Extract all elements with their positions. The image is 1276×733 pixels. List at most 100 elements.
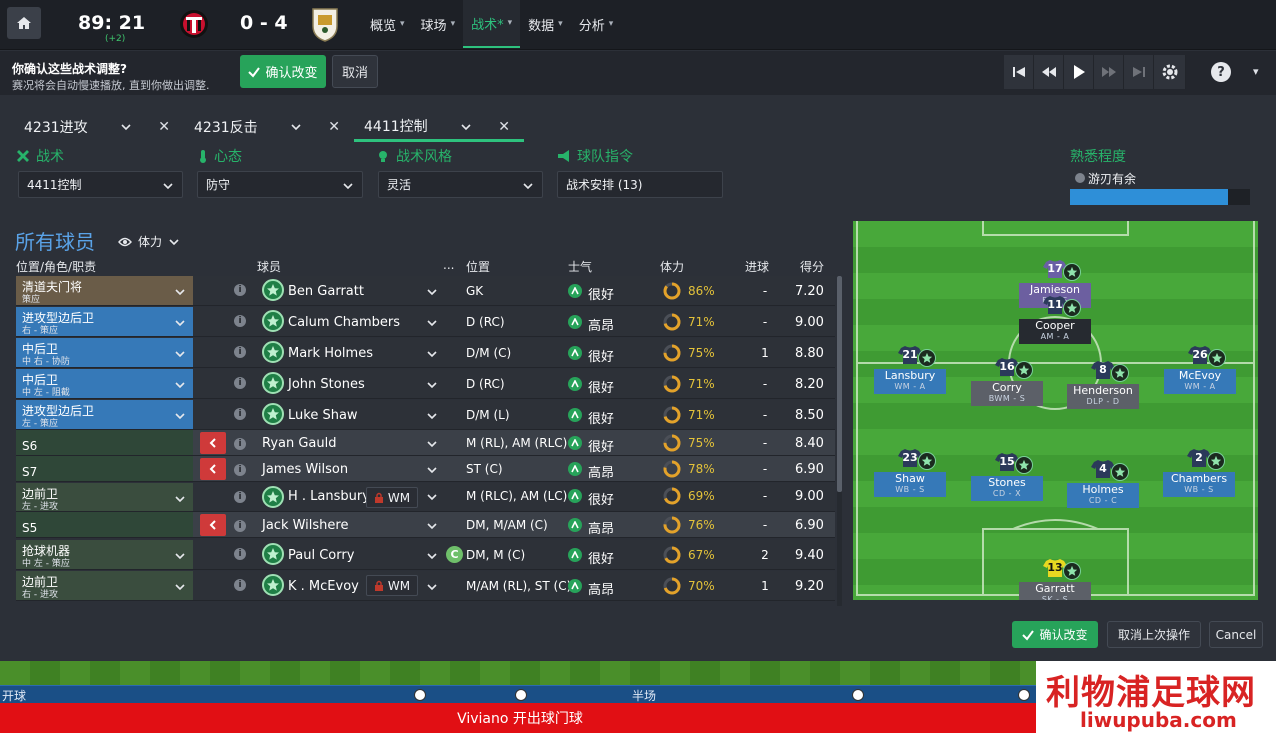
info-icon[interactable]: i (234, 464, 246, 476)
info-icon[interactable]: i (234, 520, 246, 532)
chevron-down-icon[interactable] (174, 550, 186, 566)
role-selector[interactable]: 进攻型边后卫右 - 策应 (16, 307, 193, 336)
player-name[interactable]: Calum Chambers (288, 315, 401, 330)
chevron-down-icon[interactable]: ▾ (1253, 65, 1259, 78)
bottom-cancel-button[interactable]: Cancel (1209, 621, 1263, 648)
skip-to-start-button[interactable] (1004, 55, 1034, 89)
nav-stats[interactable]: 数据 ▾ (528, 18, 563, 34)
pitch-player[interactable]: 23 Shaw WB - S (870, 448, 950, 497)
player-name[interactable]: Ben Garratt (288, 284, 364, 299)
info-icon[interactable]: i (234, 284, 246, 296)
chevron-down-icon[interactable] (426, 550, 438, 566)
team-instructions-button[interactable]: 战术安排 (13) (557, 171, 723, 198)
role-selector[interactable]: S6 (16, 430, 193, 455)
rewind-button[interactable] (1034, 55, 1064, 89)
mentality-select[interactable]: 防守 (197, 171, 363, 198)
chevron-down-icon[interactable] (174, 379, 186, 395)
chevron-down-icon[interactable] (426, 438, 438, 454)
home-button[interactable] (7, 7, 41, 39)
role-selector[interactable]: 中后卫中 左 - 阻截 (16, 369, 193, 398)
player-name[interactable]: Paul Corry (288, 548, 355, 563)
role-selector[interactable]: 边前卫左 - 进攻 (16, 483, 193, 512)
chevron-down-icon[interactable] (426, 379, 438, 395)
view-selector[interactable]: 体力 (118, 233, 180, 250)
role-selector[interactable]: 抢球机器中 左 - 策应 (16, 540, 193, 569)
substitute-button[interactable] (200, 432, 226, 454)
nav-analysis[interactable]: 分析 ▾ (578, 18, 614, 34)
nav-tactics[interactable]: 战术* ▾ (463, 0, 521, 48)
cancel-button[interactable]: 取消 (332, 55, 378, 88)
substitute-button[interactable] (200, 514, 226, 536)
info-icon[interactable]: i (234, 408, 246, 420)
info-icon[interactable]: i (234, 438, 246, 450)
chevron-down-icon[interactable] (426, 348, 438, 364)
settings-button[interactable] (1154, 55, 1186, 89)
chevron-down-icon[interactable] (426, 581, 438, 597)
chevron-down-icon[interactable] (174, 493, 186, 509)
header-morale[interactable]: 士气 (568, 260, 593, 274)
table-row[interactable]: 抢球机器中 左 - 策应 i Paul Corry C DM, M (C) 很好 67% 2 9… (16, 540, 835, 570)
info-icon[interactable]: i (234, 491, 246, 503)
table-row[interactable]: 中后卫中 右 - 协防 i Mark Holmes D/M (C) 很好 75% 1 8.80 (16, 338, 835, 368)
header-goals[interactable]: 进球 (745, 260, 770, 274)
role-selector[interactable]: 进攻型边后卫左 - 策应 (16, 400, 193, 429)
table-row[interactable]: 边前卫左 - 进攻 i H . Lansbury WM M (RLC), AM (LC)… (16, 483, 835, 512)
chevron-down-icon[interactable] (426, 520, 438, 536)
table-row[interactable]: S7 i James Wilson ST (C) 高昂 78% - 6.90 (16, 456, 835, 482)
role-lock-tag[interactable]: WM (366, 575, 418, 596)
pitch-player[interactable]: 13 Garratt SK - S (1015, 558, 1095, 600)
undo-button[interactable]: 取消上次操作 (1107, 621, 1201, 648)
player-name[interactable]: James Wilson (262, 462, 349, 477)
player-name[interactable]: H . Lansbury (288, 489, 370, 504)
tab-tactic-1[interactable]: 4231进攻 ✕ (24, 119, 170, 136)
chevron-down-icon[interactable] (426, 410, 438, 426)
tab-tactic-3[interactable]: 4411控制 ✕ (354, 112, 524, 142)
pitch-player[interactable]: 2 Chambers WB - S (1159, 448, 1239, 497)
info-icon[interactable]: i (234, 377, 246, 389)
match-timeline[interactable]: 开球 半场 (0, 685, 1040, 703)
goal-ball-icon[interactable] (852, 689, 864, 701)
header-role[interactable]: 位置/角色/职责 (16, 260, 97, 274)
chevron-down-icon[interactable] (290, 121, 302, 133)
play-button[interactable] (1064, 55, 1094, 89)
table-row[interactable]: 清道夫门将 策应 i Ben Garratt GK 很好 86% - 7.20 (16, 276, 835, 306)
nav-overview[interactable]: 概览 ▾ (370, 18, 405, 34)
chevron-down-icon[interactable] (174, 317, 186, 333)
player-name[interactable]: Ryan Gauld (262, 436, 337, 451)
goal-ball-icon[interactable] (414, 689, 426, 701)
tactic-select[interactable]: 4411控制 (18, 171, 183, 198)
info-icon[interactable]: i (234, 346, 246, 358)
close-icon[interactable]: ✕ (328, 119, 340, 135)
pitch-player[interactable]: 21 Lansbury WM - A (870, 345, 950, 394)
role-selector[interactable]: 中后卫中 右 - 协防 (16, 338, 193, 367)
style-select[interactable]: 灵活 (378, 171, 543, 198)
table-row[interactable]: 进攻型边后卫左 - 策应 i Luke Shaw D/M (L) 很好 71% - 8.50 (16, 400, 835, 430)
chevron-down-icon[interactable] (174, 348, 186, 364)
chevron-down-icon[interactable] (426, 464, 438, 480)
header-rating[interactable]: 得分 (800, 260, 825, 274)
role-selector[interactable]: 清道夫门将 策应 (16, 276, 193, 305)
fast-forward-button[interactable] (1094, 55, 1124, 89)
goal-ball-icon[interactable] (1018, 689, 1030, 701)
role-selector[interactable]: S5 (16, 512, 193, 537)
table-row[interactable]: 边前卫右 - 进攻 i K . McEvoy WM M/AM (RL), ST (C) 高… (16, 571, 835, 601)
header-more[interactable]: ... (443, 258, 455, 272)
table-row[interactable]: S6 i Ryan Gauld M (RL), AM (RLC) 很好 75% - 8.40 (16, 430, 835, 456)
pitch-player[interactable]: 4 Holmes CD - C (1063, 459, 1143, 508)
role-lock-tag[interactable]: WM (366, 487, 418, 508)
chevron-down-icon[interactable] (460, 121, 472, 133)
info-icon[interactable]: i (234, 548, 246, 560)
role-selector[interactable]: S7 (16, 456, 193, 481)
chevron-down-icon[interactable] (426, 317, 438, 333)
help-icon[interactable]: ? (1211, 62, 1231, 82)
role-selector[interactable]: 边前卫右 - 进攻 (16, 571, 193, 600)
table-row[interactable]: S5 i Jack Wilshere DM, M/AM (C) 高昂 76% - 6.90 (16, 512, 835, 538)
pitch-player[interactable]: 26 McEvoy WM - A (1160, 345, 1240, 394)
header-condition[interactable]: 体力 (660, 260, 685, 274)
goal-ball-icon[interactable] (515, 689, 527, 701)
player-name[interactable]: Jack Wilshere (262, 518, 349, 533)
player-name[interactable]: Luke Shaw (288, 408, 358, 423)
chevron-down-icon[interactable] (426, 491, 438, 507)
close-icon[interactable]: ✕ (498, 119, 510, 135)
header-position[interactable]: 位置 (466, 260, 491, 274)
